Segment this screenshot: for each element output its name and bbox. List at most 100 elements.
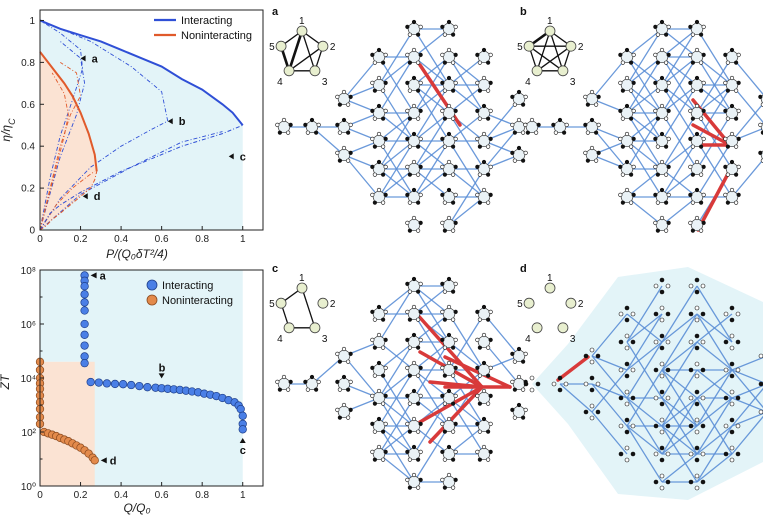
network-edge bbox=[413, 341, 450, 399]
node-dot bbox=[664, 144, 669, 149]
node-dot bbox=[451, 144, 456, 149]
node-dot bbox=[583, 150, 588, 155]
node-dot bbox=[407, 373, 412, 378]
node-dot bbox=[665, 311, 671, 317]
node-dot bbox=[624, 333, 630, 339]
pentagon-edge bbox=[536, 45, 572, 72]
pentagon-node bbox=[309, 322, 321, 334]
node-dot bbox=[758, 94, 763, 99]
network-edge bbox=[378, 140, 415, 198]
node-dot bbox=[453, 449, 458, 454]
node-dot bbox=[451, 289, 456, 294]
node-dot bbox=[595, 353, 601, 359]
node-dot bbox=[624, 345, 630, 351]
node-dot bbox=[664, 116, 669, 121]
node-dot bbox=[376, 304, 382, 310]
node-dot bbox=[734, 200, 739, 205]
node-dot bbox=[376, 187, 382, 193]
network-edge bbox=[731, 84, 763, 124]
node-dot bbox=[453, 477, 458, 482]
node-dot bbox=[451, 228, 456, 233]
network-edge bbox=[448, 168, 485, 226]
node-dot bbox=[624, 445, 630, 451]
node-dot bbox=[405, 80, 410, 85]
node-dot bbox=[440, 136, 445, 141]
pentagon-node bbox=[296, 282, 308, 294]
node-dot bbox=[729, 361, 735, 367]
node-dot bbox=[477, 401, 482, 406]
node-dot bbox=[631, 164, 636, 169]
network-edge bbox=[591, 411, 628, 455]
pentagon-node bbox=[531, 65, 543, 77]
node-dot bbox=[481, 416, 487, 422]
node-dot bbox=[411, 131, 417, 137]
node-dot bbox=[736, 136, 741, 141]
node-dot bbox=[381, 429, 386, 434]
node-dot bbox=[653, 164, 658, 169]
annotation-arrow bbox=[167, 118, 173, 125]
chart1-ytick-label: 0.4 bbox=[21, 142, 35, 153]
interacting-dashed-curve bbox=[39, 20, 84, 231]
node-dot bbox=[475, 365, 480, 370]
legend-noninteracting-label: Noninteracting bbox=[181, 30, 252, 42]
pentagon-legend: 1 2 3 4 5 bbox=[517, 273, 584, 345]
network-edge bbox=[696, 140, 733, 198]
node-dot bbox=[376, 75, 382, 81]
node-dot bbox=[729, 103, 735, 109]
pentagon-node bbox=[275, 297, 287, 309]
network-edge bbox=[413, 425, 450, 483]
node-dot bbox=[735, 339, 741, 345]
node-dot bbox=[446, 159, 452, 165]
node-dot bbox=[699, 200, 704, 205]
node-dot bbox=[694, 473, 700, 479]
node-dot bbox=[583, 353, 589, 359]
node-dot bbox=[701, 220, 706, 225]
node-dot bbox=[618, 192, 623, 197]
node-dot bbox=[451, 116, 456, 121]
chart1-ytick-label: 0.8 bbox=[21, 58, 35, 69]
node-dot bbox=[335, 379, 340, 384]
node-dot bbox=[346, 415, 351, 420]
node-dot bbox=[453, 393, 458, 398]
pentagon-label: 1 bbox=[299, 16, 305, 27]
node-dot bbox=[442, 116, 447, 121]
network-edge bbox=[731, 369, 763, 384]
node-dot bbox=[486, 401, 491, 406]
node-dot bbox=[700, 479, 706, 485]
network-edge bbox=[731, 356, 763, 371]
network-edge bbox=[696, 285, 733, 343]
node-dot bbox=[624, 361, 630, 367]
network-edge bbox=[626, 285, 663, 343]
highlight-edge bbox=[556, 355, 590, 382]
node-dot bbox=[659, 373, 665, 379]
node-dot bbox=[381, 317, 386, 322]
node-dot bbox=[589, 89, 595, 95]
node-dot bbox=[314, 387, 319, 392]
node-dot bbox=[442, 32, 447, 37]
node-dot bbox=[521, 415, 526, 420]
node-dot bbox=[418, 80, 423, 85]
node-dot bbox=[442, 289, 447, 294]
node-dot bbox=[665, 451, 671, 457]
node-dot bbox=[690, 200, 695, 205]
interacting-point bbox=[80, 290, 89, 299]
node-dot bbox=[735, 367, 741, 373]
node-dot bbox=[383, 164, 388, 169]
node-dot bbox=[416, 144, 421, 149]
node-dot bbox=[486, 457, 491, 462]
chart1-ytick-label: 0 bbox=[29, 226, 35, 237]
node-dot bbox=[440, 164, 445, 169]
network-edge bbox=[483, 126, 520, 170]
node-dot bbox=[666, 220, 671, 225]
node-dot bbox=[585, 158, 590, 163]
chart2-ytick-label: 10² bbox=[22, 428, 37, 439]
node-dot bbox=[736, 164, 741, 169]
node-dot bbox=[475, 337, 480, 342]
node-dot bbox=[734, 116, 739, 121]
node-dot bbox=[348, 122, 353, 127]
node-dot bbox=[309, 117, 315, 123]
node-dot bbox=[624, 47, 630, 53]
node-dot bbox=[666, 52, 671, 57]
node-dot bbox=[381, 200, 386, 205]
interacting-envelope-lower bbox=[39, 124, 243, 231]
